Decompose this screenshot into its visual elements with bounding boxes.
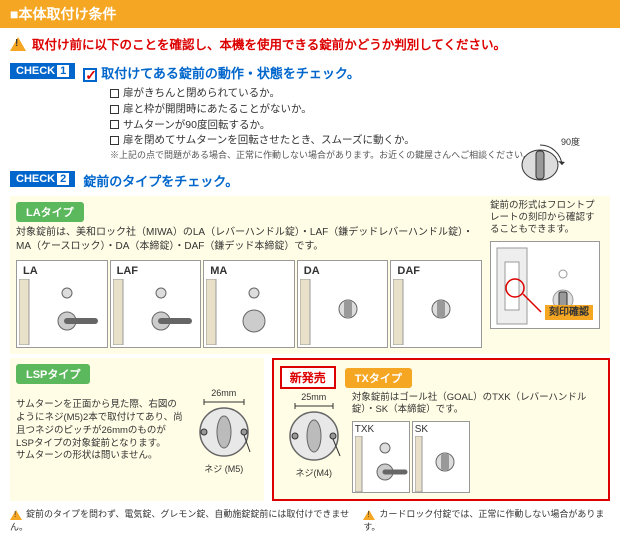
lock-txk: TXK [352, 421, 410, 493]
lsp-section: LSPタイプ サムターンを正面から見た際、右図のようにネジ(M5)2本で取付けて… [10, 358, 264, 502]
tx-section: 新発売 TXタイプ 25mm ネジ(M4) 対象錠前はゴール社（GOAL）のTX… [272, 358, 610, 502]
tx-text: 対象錠前はゴール社（GOAL）のTXK（レバーハンドル錠）・SK（本締錠）です。 [352, 392, 602, 418]
check2-title: 錠前のタイプをチェック。 [83, 171, 238, 190]
lock-sk: SK [412, 421, 470, 493]
la-section: LAタイプ 対象錠前は、美和ロック社（MIWA）のLA（レバーハンドル錠）・LA… [10, 196, 610, 354]
stamp-diagram: 刻印確認 [490, 241, 600, 329]
footer-warnings: 錠前のタイプを問わず、電気錠、グレモン錠、自動施錠錠前には取付けできません。 カ… [0, 501, 620, 539]
tx-diagram: 25mm ネジ(M4) [280, 392, 348, 479]
lock-ma: MA [203, 260, 295, 348]
stamp-note: 錠前の形式はフロントプレートの刻印から確認することもできます。 刻印確認 [490, 200, 600, 329]
check1-row: CHECK1 取付けてある錠前の動作・状態をチェック。 [0, 59, 620, 84]
warning-text: 取付け前に以下のことを確認し、本機を使用できる錠前かどうか判別してください。 [32, 34, 506, 53]
lock-row: LA LAF MA DA DAF [16, 260, 482, 348]
checkbox-icon [83, 68, 97, 82]
check2-badge: CHECK2 [10, 171, 75, 187]
check1-title: 取付けてある錠前の動作・状態をチェック。 [101, 66, 360, 81]
section-header: ■本体取付け条件 [0, 0, 620, 28]
check1-badge: CHECK1 [10, 63, 75, 79]
la-label: LAタイプ [16, 202, 84, 222]
new-badge: 新発売 [280, 366, 336, 389]
warning-icon [10, 37, 26, 51]
lsp-label: LSPタイプ [16, 364, 90, 384]
lock-daf: DAF [390, 260, 482, 348]
lock-laf: LAF [110, 260, 202, 348]
thumbturn-diagram: 90度 [510, 137, 580, 187]
lock-da: DA [297, 260, 389, 348]
tx-label: TXタイプ [345, 368, 412, 388]
lsp-diagram: 26mm ネジ (M5) [190, 388, 258, 475]
warning-icon [363, 510, 375, 520]
lsp-text: サムターンを正面から見た際、右図のようにネジ(M5)2本で取付けてあり、尚且つネ… [16, 399, 184, 463]
lock-la: LA [16, 260, 108, 348]
warning-row: 取付け前に以下のことを確認し、本機を使用できる錠前かどうか判別してください。 [0, 28, 620, 59]
la-desc: 対象錠前は、美和ロック社（MIWA）のLA（レバーハンドル錠）・LAF（鎌デッド… [16, 226, 482, 254]
warning-icon [10, 510, 22, 520]
